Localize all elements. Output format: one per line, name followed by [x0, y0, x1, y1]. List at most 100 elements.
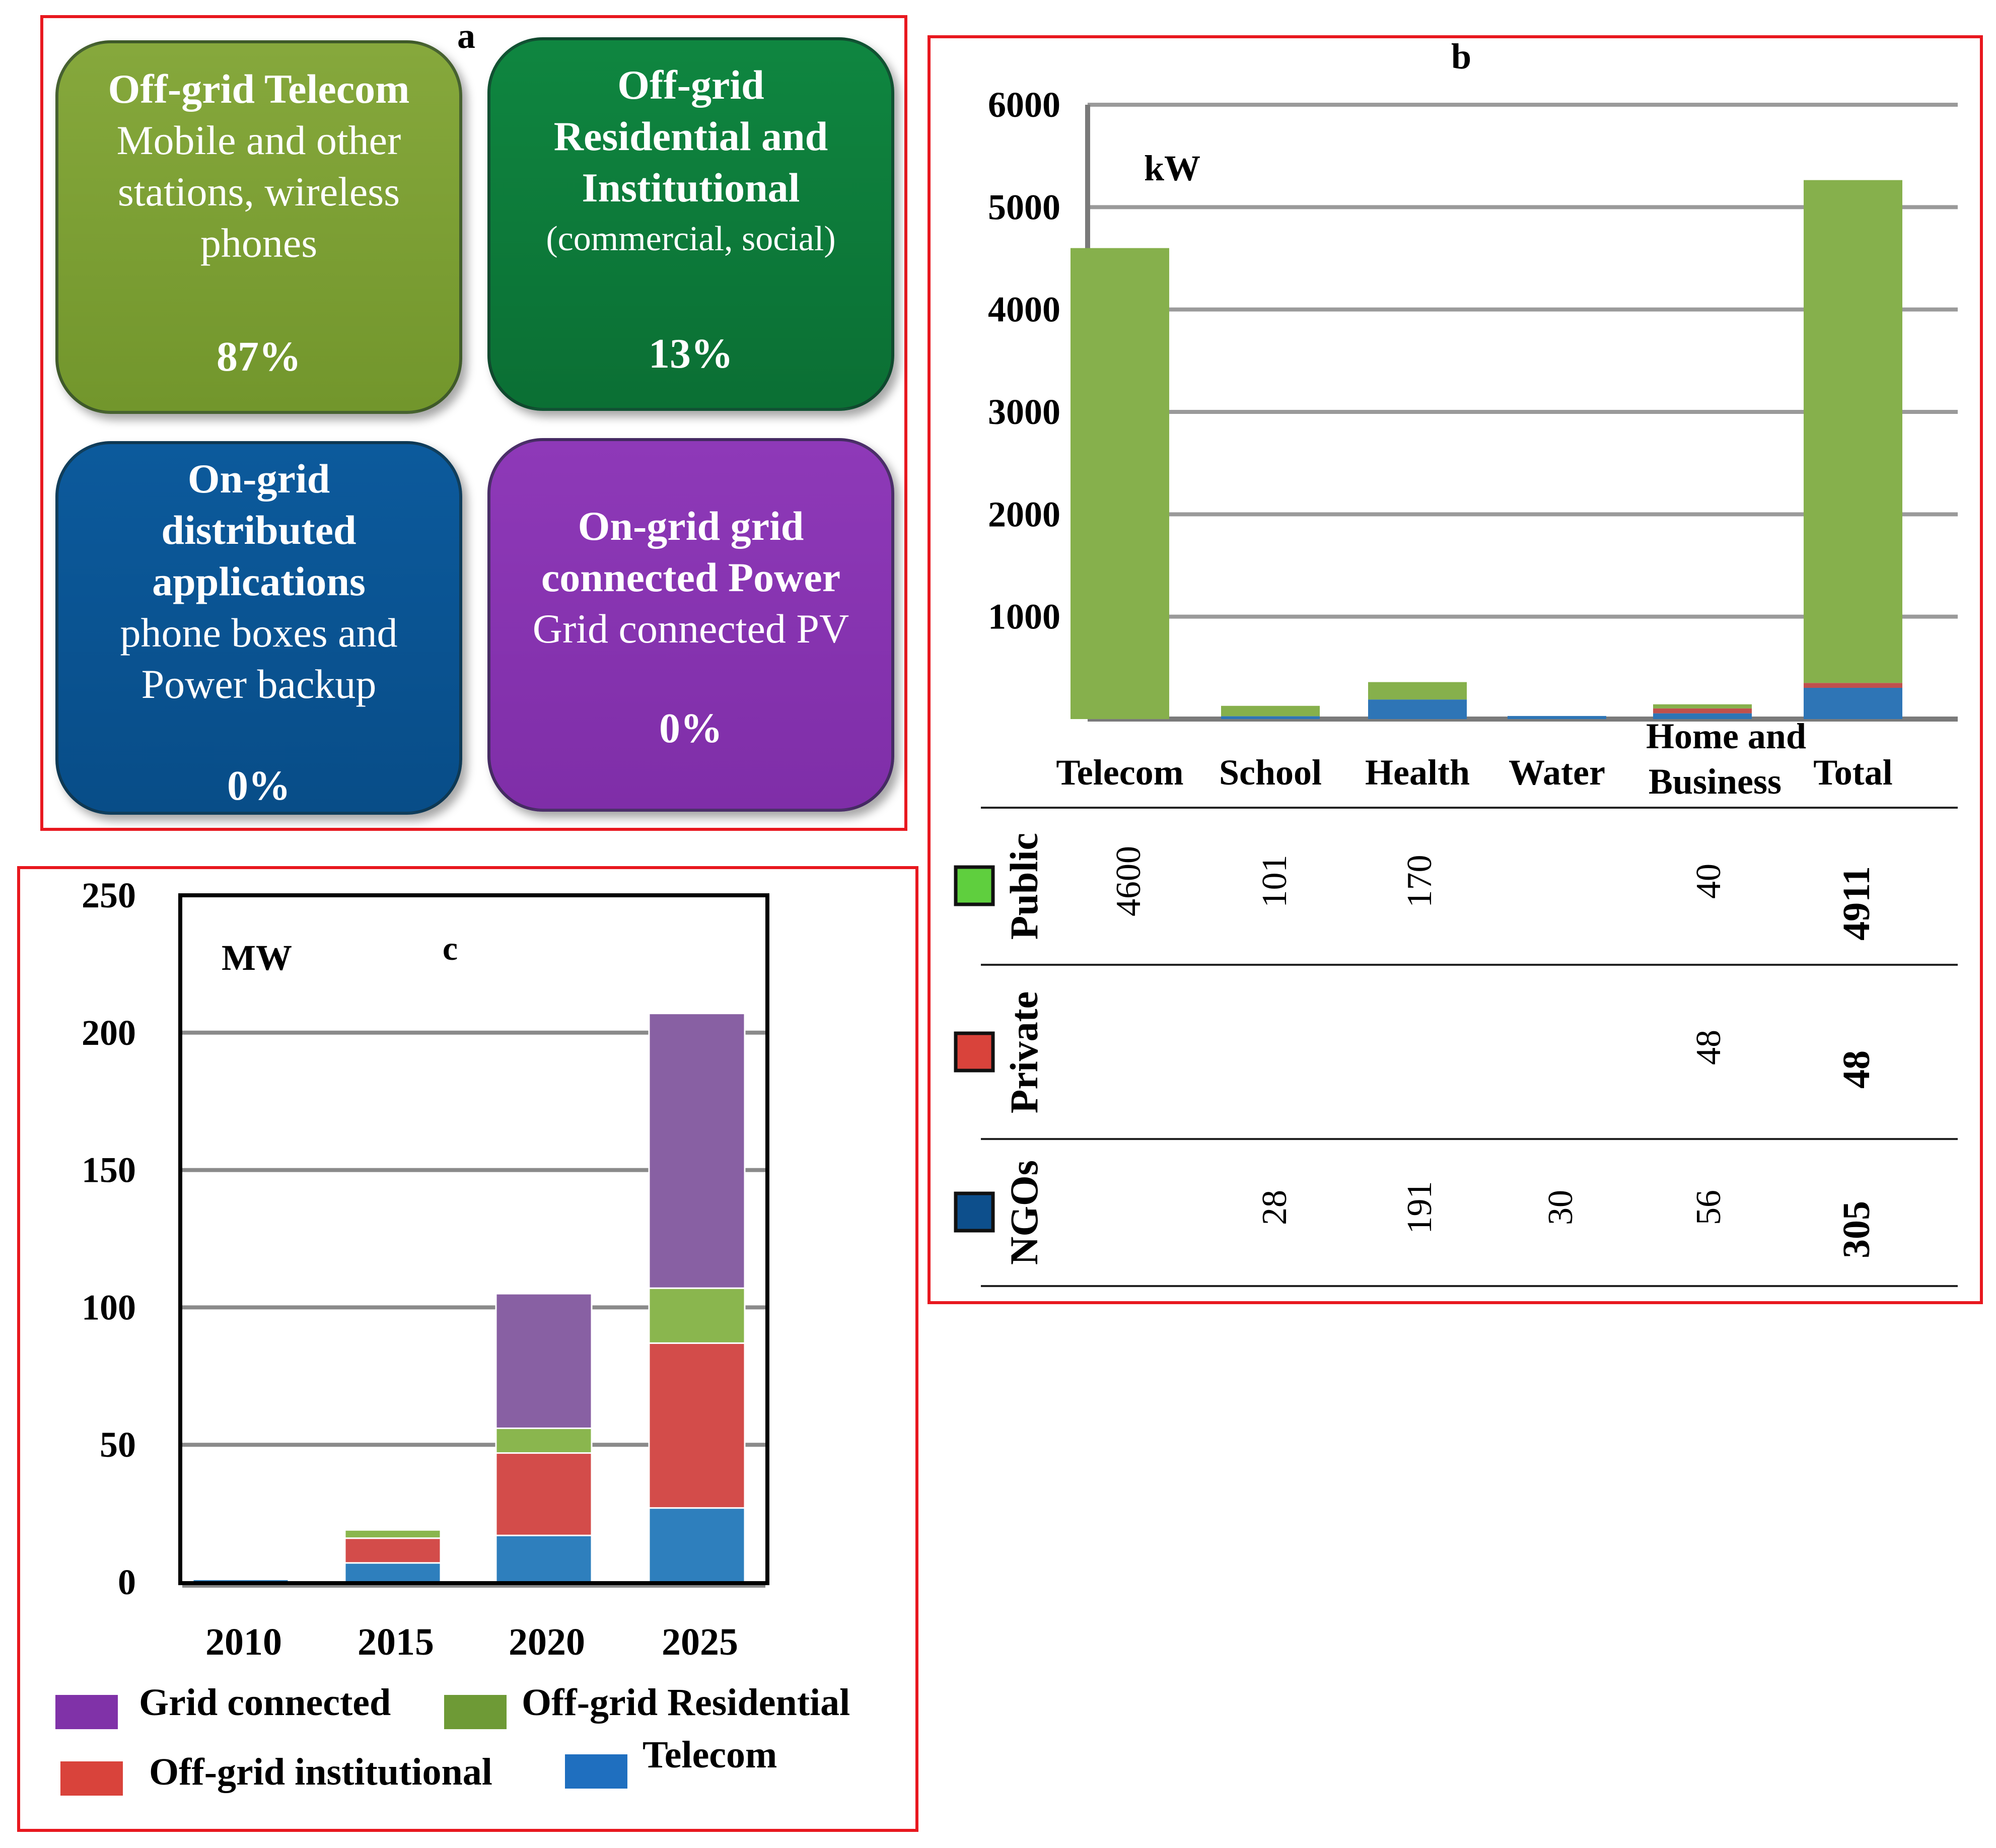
tile-percentage: 0% [659, 705, 723, 752]
panel-a: a Off-grid Telecom Mobile and other stat… [40, 15, 907, 831]
x-tick-label: School [1219, 752, 1322, 793]
unit-label: MW [222, 938, 292, 978]
bar-segment-off-grid-institutional [648, 1342, 746, 1509]
legend-label: Off-grid Residential [522, 1681, 850, 1724]
panel-b-label: b [1451, 38, 1471, 77]
bar-segment-ngos [1508, 716, 1606, 719]
bar-segment-ngos [1368, 699, 1467, 719]
tile-text: phones [200, 220, 318, 266]
x-tick-label: Telecom [1056, 752, 1183, 793]
y-axis-ticks: 1000 2000 3000 4000 5000 6000 [988, 85, 1060, 637]
y-tick-label: 5000 [988, 187, 1060, 227]
panel-a-label: a [457, 16, 475, 56]
tile-heading: Residential and [553, 113, 828, 159]
table-cell: 4600 [1109, 846, 1148, 916]
tile-text: Mobile and other [116, 117, 401, 163]
x-tick-label: 2015 [358, 1621, 434, 1663]
x-tick-label: Business [1649, 761, 1781, 802]
y-tick-label: 100 [82, 1287, 136, 1327]
table-cell: 48 [1835, 1050, 1878, 1089]
y-axis-ticks: 0 50 100 150 200 250 [82, 875, 136, 1602]
tile-heading: applications [152, 558, 366, 604]
tile-heading: connected Power [541, 554, 841, 600]
tile-heading: Off-grid [617, 62, 764, 108]
bar-segment-ngos [1804, 687, 1902, 719]
plot-frame [178, 893, 769, 1585]
bar-segment-off-grid-institutional [344, 1537, 442, 1564]
legend-label: Off-grid institutional [149, 1751, 492, 1793]
row-label: Private [1002, 991, 1046, 1114]
tile-heading: distributed [161, 507, 357, 553]
tile-heading: On-grid [187, 456, 330, 502]
bar-segment-public [1221, 705, 1320, 717]
legend-swatch-private [954, 1031, 995, 1073]
row-label: Public [1002, 833, 1046, 940]
panel-c-label: c [443, 929, 458, 967]
legend-swatch [444, 1695, 507, 1729]
bars [1071, 180, 1902, 720]
legend-swatch-ngos [954, 1191, 995, 1233]
panel-b: b kW 1000 2000 3000 4000 5000 6000 Telecom Sch… [928, 35, 1983, 1304]
tile-on-grid-distributed: On-grid distributed applications phone b… [55, 441, 462, 815]
tile-text: stations, wireless [117, 169, 400, 215]
bar-segment-off-grid-residential [648, 1287, 746, 1344]
legend-swatch [60, 1761, 123, 1796]
chart-c: MW c 0 50 100 150 200 250 2010 2015 2020 2025 Gr… [55, 875, 850, 1796]
y-tick-label: 2000 [988, 494, 1060, 534]
tile-percentage: 0% [227, 762, 291, 809]
chart-b: b kW 1000 2000 3000 4000 5000 6000 Telecom Sch… [954, 38, 1958, 1287]
bar-segment-off-grid-residential [344, 1529, 442, 1539]
table-cell: 28 [1255, 1190, 1294, 1225]
x-axis-ticks: 2010 2015 2020 2025 [205, 1621, 738, 1663]
tile-text: (commercial, social) [546, 220, 836, 258]
tile-text: Grid connected PV [532, 606, 849, 652]
table-cell: 30 [1541, 1190, 1580, 1225]
tile-on-grid-connected: On-grid grid connected Power Grid connec… [487, 438, 894, 812]
x-tick-label: Total [1813, 752, 1892, 793]
row-label: NGOs [1002, 1160, 1046, 1265]
bar-segment-telecom [495, 1534, 593, 1583]
bar-segment-grid-connected [495, 1293, 593, 1429]
tile-percentage: 87% [217, 333, 301, 380]
bar-segment-public [1071, 248, 1169, 720]
y-tick-label: 200 [82, 1013, 136, 1053]
x-tick-label: 2020 [509, 1621, 585, 1663]
legend-swatch [565, 1754, 627, 1789]
legend-swatch-public [954, 865, 995, 906]
table-cell: 170 [1400, 855, 1439, 908]
y-tick-label: 3000 [988, 392, 1060, 432]
data-table: Telecom School Health Water Home and Business… [954, 716, 1958, 1287]
bar-segment-public [1653, 704, 1752, 708]
table-cell: 40 [1689, 864, 1728, 899]
unit-label: kW [1144, 148, 1200, 188]
table-cell: 4911 [1835, 866, 1878, 941]
bar-segment-private [1804, 683, 1902, 688]
bar-segment-ngos [1221, 716, 1320, 719]
y-tick-label: 0 [118, 1562, 136, 1602]
y-tick-label: 6000 [988, 85, 1060, 125]
bar-segment-grid-connected [648, 1013, 746, 1289]
x-tick-label: 2010 [205, 1621, 282, 1663]
legend-swatch [55, 1695, 118, 1729]
tile-text: phone boxes and [120, 610, 398, 656]
y-tick-label: 150 [82, 1150, 136, 1190]
y-tick-label: 250 [82, 875, 136, 915]
y-tick-label: 1000 [988, 597, 1060, 637]
bar-segment-public [1804, 180, 1902, 683]
table-cell: 305 [1835, 1201, 1878, 1258]
tile-heading: Off-grid Telecom [108, 66, 410, 112]
tile-heading: Institutional [582, 165, 800, 210]
x-tick-label: Water [1509, 752, 1605, 793]
table-cell: 191 [1400, 1181, 1439, 1234]
table-cell: 101 [1255, 855, 1294, 908]
y-tick-label: 50 [100, 1425, 136, 1465]
x-tick-label: Health [1365, 752, 1470, 793]
bar-segment-public [1368, 682, 1467, 700]
tile-text: Power backup [141, 661, 377, 707]
x-tick-label: Home and [1646, 716, 1806, 756]
tile-percentage: 13% [649, 330, 733, 377]
legend: Grid connected Off-grid Residential Off-gr… [55, 1681, 850, 1796]
bar-segment-telecom [344, 1562, 442, 1583]
tile-heading: On-grid grid [578, 503, 804, 549]
bar-segment-private [1653, 708, 1752, 714]
